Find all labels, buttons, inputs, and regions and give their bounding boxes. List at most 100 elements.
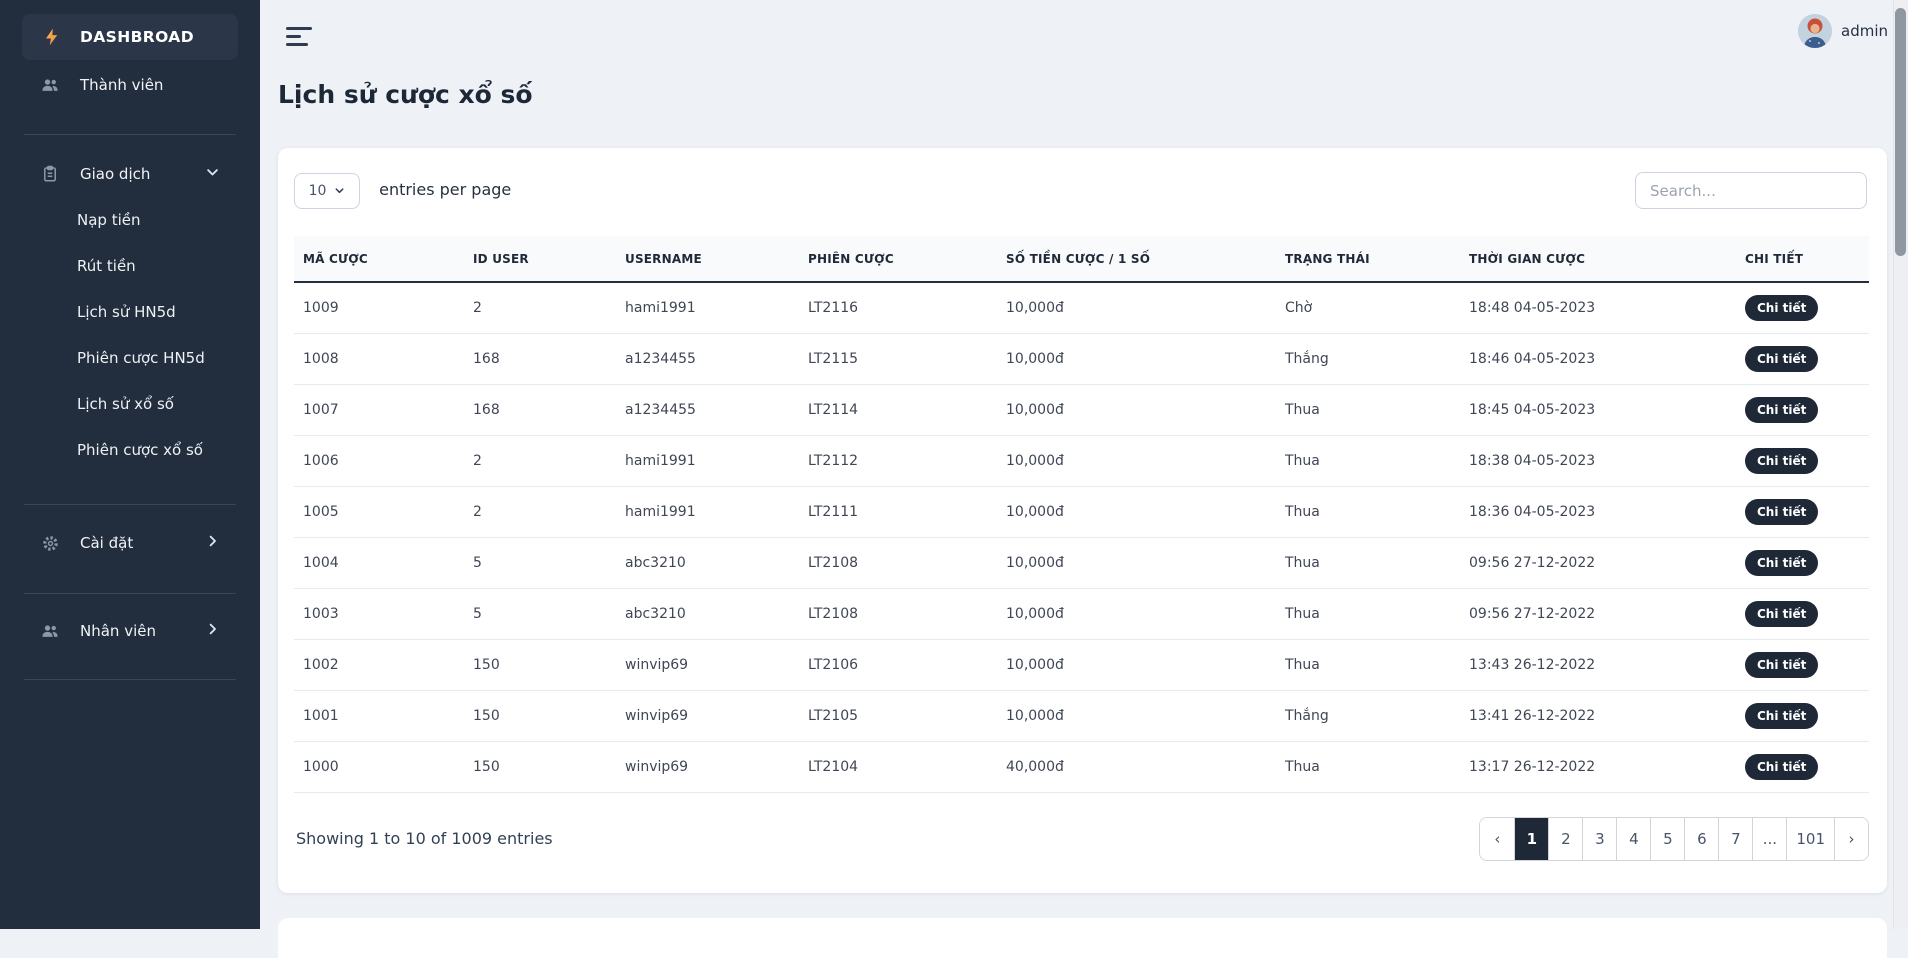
column-header: CHI TIẾT	[1736, 236, 1869, 283]
page-ellipsis[interactable]: ...	[1752, 817, 1787, 860]
cell-amount: 10,000đ	[997, 639, 1276, 691]
cell-time: 09:56 27-12-2022	[1460, 588, 1736, 640]
sidebar-group-label: Cài đặt	[80, 534, 134, 552]
sidebar-item-rut-tien[interactable]: Rút tiền	[77, 257, 136, 275]
table-row: 1006 2 hami1991 LT2112 10,000đ Thua 18:3…	[294, 435, 1869, 487]
cell-session: LT2108	[799, 537, 997, 589]
user-menu[interactable]: admin	[1798, 14, 1888, 48]
sidebar-divider	[24, 593, 236, 594]
page-5[interactable]: 5	[1650, 817, 1685, 860]
detail-button[interactable]: Chi tiết	[1745, 600, 1819, 627]
page-6[interactable]: 6	[1684, 817, 1719, 860]
cell-time: 18:36 04-05-2023	[1460, 486, 1736, 538]
table-body: 1009 2 hami1991 LT2116 10,000đ Chờ 18:48…	[294, 282, 1869, 793]
cell-amount: 10,000đ	[997, 282, 1276, 334]
cell-amount: 10,000đ	[997, 690, 1276, 742]
sidebar-divider	[24, 134, 236, 135]
detail-button[interactable]: Chi tiết	[1745, 345, 1819, 372]
sidebar-item-members[interactable]: Thành viên	[0, 62, 260, 108]
cell-bet-id: 1003	[294, 588, 464, 640]
sidebar-group-transactions[interactable]: Giao dịch	[0, 151, 260, 197]
cell-user-id: 150	[464, 690, 616, 742]
detail-button[interactable]: Chi tiết	[1745, 651, 1819, 678]
bets-table: MÃ CƯỢC ID USER USERNAME PHIÊN CƯỢC SỐ T…	[294, 236, 1869, 793]
cell-detail: Chi tiết	[1736, 741, 1869, 793]
column-header: ID USER	[464, 236, 616, 283]
cell-status: Thắng	[1276, 333, 1460, 385]
sidebar-item-lich-su-xo-so[interactable]: Lịch sử xổ số	[77, 395, 174, 413]
cell-user-id: 168	[464, 333, 616, 385]
scrollbar-thumb[interactable]	[1895, 8, 1906, 256]
cell-detail: Chi tiết	[1736, 639, 1869, 691]
page-3[interactable]: 3	[1582, 817, 1617, 860]
detail-button[interactable]: Chi tiết	[1745, 498, 1819, 525]
cell-session: LT2116	[799, 282, 997, 334]
page-4[interactable]: 4	[1616, 817, 1651, 860]
sidebar-item-lich-su-hn5d[interactable]: Lịch sử HN5d	[77, 303, 176, 321]
entries-per-page-select[interactable]: 10	[294, 172, 360, 209]
cell-user-id: 2	[464, 486, 616, 538]
cell-bet-id: 1008	[294, 333, 464, 385]
page-next[interactable]: ›	[1834, 817, 1868, 860]
cell-bet-id: 1009	[294, 282, 464, 334]
detail-button[interactable]: Chi tiết	[1745, 396, 1819, 423]
cell-amount: 10,000đ	[997, 435, 1276, 487]
cell-username: a1234455	[616, 384, 799, 436]
detail-button[interactable]: Chi tiết	[1745, 702, 1819, 729]
cell-status: Thua	[1276, 486, 1460, 538]
cell-detail: Chi tiết	[1736, 435, 1869, 487]
cell-user-id: 150	[464, 639, 616, 691]
sidebar-group-staff[interactable]: Nhân viên	[0, 608, 260, 654]
cell-time: 13:41 26-12-2022	[1460, 690, 1736, 742]
column-header: MÃ CƯỢC	[294, 236, 464, 283]
detail-button[interactable]: Chi tiết	[1745, 294, 1819, 321]
sidebar-item-phien-cuoc-hn5d[interactable]: Phiên cược HN5d	[77, 349, 205, 367]
sidebar-group-label: Nhân viên	[80, 622, 156, 640]
cell-session: LT2111	[799, 486, 997, 538]
sidebar-item-dashboard[interactable]: DASHBROAD	[22, 14, 238, 60]
cell-session: LT2105	[799, 690, 997, 742]
cell-user-id: 2	[464, 282, 616, 334]
chevron-down-icon	[205, 165, 220, 184]
cell-amount: 40,000đ	[997, 741, 1276, 793]
detail-button[interactable]: Chi tiết	[1745, 549, 1819, 576]
cell-time: 18:38 04-05-2023	[1460, 435, 1736, 487]
entries-per-page-value: 10	[308, 182, 327, 199]
cell-detail: Chi tiết	[1736, 282, 1869, 334]
cell-time: 13:17 26-12-2022	[1460, 741, 1736, 793]
column-header: TRẠNG THÁI	[1276, 236, 1460, 283]
sidebar-item-phien-cuoc-xo-so[interactable]: Phiên cược xổ số	[77, 441, 203, 459]
cell-session: LT2114	[799, 384, 997, 436]
cell-detail: Chi tiết	[1736, 588, 1869, 640]
sidebar-group-settings[interactable]: Cài đặt	[0, 520, 260, 566]
chevron-right-icon	[205, 534, 220, 553]
sidebar-item-nap-tien[interactable]: Nạp tiền	[77, 211, 141, 229]
page-prev[interactable]: ‹	[1480, 817, 1515, 860]
page-1[interactable]: 1	[1514, 817, 1549, 860]
detail-button[interactable]: Chi tiết	[1745, 447, 1819, 474]
sidebar-group-label: Giao dịch	[80, 165, 151, 183]
cell-session: LT2104	[799, 741, 997, 793]
scrollbar[interactable]	[1893, 0, 1908, 929]
next-card-partial	[278, 918, 1887, 958]
table-row: 1009 2 hami1991 LT2116 10,000đ Chờ 18:48…	[294, 282, 1869, 334]
main-content: admin Lịch sử cược xổ số 10 entries per …	[260, 0, 1908, 958]
detail-button[interactable]: Chi tiết	[1745, 753, 1819, 780]
cell-session: LT2108	[799, 588, 997, 640]
column-header: THỜI GIAN CƯỢC	[1460, 236, 1736, 283]
chevron-down-icon	[335, 188, 344, 194]
table-header-row: MÃ CƯỢC ID USER USERNAME PHIÊN CƯỢC SỐ T…	[294, 236, 1869, 283]
search-input[interactable]	[1635, 172, 1867, 209]
page-2[interactable]: 2	[1548, 817, 1583, 860]
table-row: 1002 150 winvip69 LT2106 10,000đ Thua 13…	[294, 639, 1869, 691]
page-7[interactable]: 7	[1718, 817, 1753, 860]
page-101[interactable]: 101	[1786, 817, 1834, 860]
cell-session: LT2106	[799, 639, 997, 691]
cell-amount: 10,000đ	[997, 486, 1276, 538]
column-header: PHIÊN CƯỢC	[799, 236, 997, 283]
cell-detail: Chi tiết	[1736, 486, 1869, 538]
cell-detail: Chi tiết	[1736, 333, 1869, 385]
cell-amount: 10,000đ	[997, 333, 1276, 385]
menu-toggle-icon[interactable]	[286, 27, 314, 47]
sidebar-item-label: Thành viên	[80, 76, 164, 94]
